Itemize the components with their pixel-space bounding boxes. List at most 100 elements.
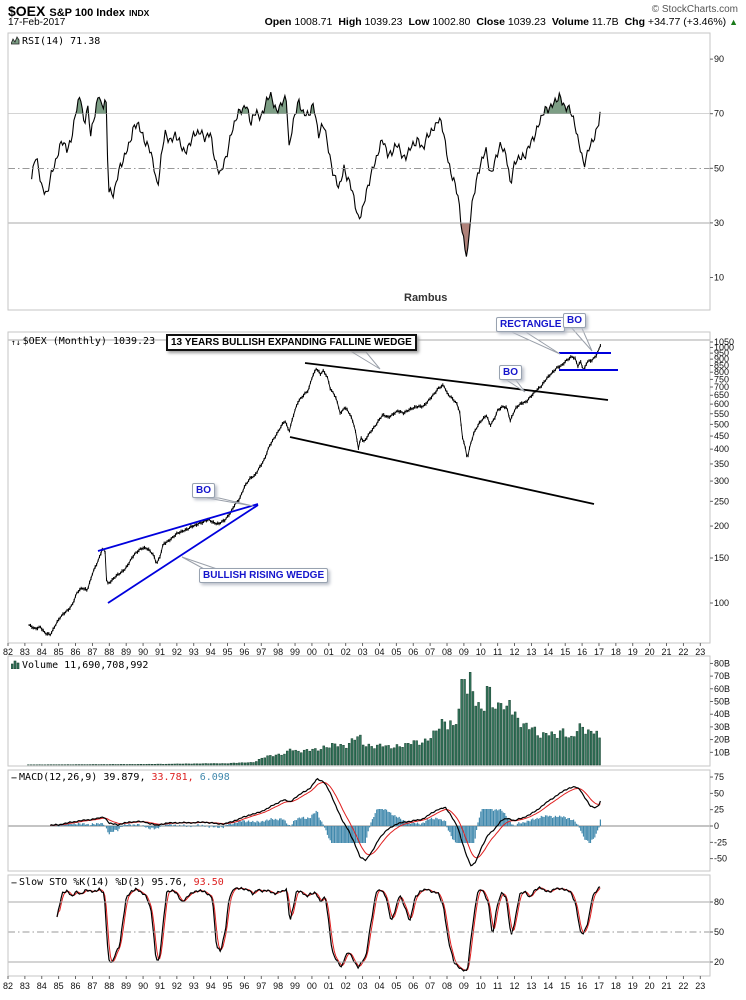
copyright: © StockCharts.com xyxy=(651,4,738,15)
rsi-overbought-fill xyxy=(75,92,601,114)
svg-text:05: 05 xyxy=(391,981,401,991)
svg-text:97: 97 xyxy=(256,647,266,657)
sto-d-line xyxy=(56,887,601,972)
svg-text:88: 88 xyxy=(104,647,114,657)
svg-text:99: 99 xyxy=(290,981,300,991)
svg-text:06: 06 xyxy=(408,647,418,657)
svg-text:04: 04 xyxy=(374,647,384,657)
svg-text:85: 85 xyxy=(54,981,64,991)
symbol-ticker: $OEX xyxy=(8,3,46,19)
svg-text:23: 23 xyxy=(695,647,705,657)
x-axis-bottom: 82 83 84 85 86 87 88 89 90 91 92 93 94 95 96 97 98 99 00 01… xyxy=(3,976,705,991)
svg-text:05: 05 xyxy=(391,647,401,657)
symbol-header: $OEX S&P 100 Index INDX xyxy=(8,3,149,21)
svg-text:90: 90 xyxy=(138,981,148,991)
svg-text:80: 80 xyxy=(714,897,724,907)
svg-text:88: 88 xyxy=(104,981,114,991)
svg-text:150: 150 xyxy=(714,553,729,563)
svg-text:22: 22 xyxy=(678,647,688,657)
svg-text:18: 18 xyxy=(611,647,621,657)
svg-text:86: 86 xyxy=(71,647,81,657)
svg-text:10: 10 xyxy=(476,981,486,991)
svg-text:94: 94 xyxy=(206,981,216,991)
svg-text:-50: -50 xyxy=(714,854,727,864)
svg-text:21: 21 xyxy=(662,647,672,657)
svg-text:14: 14 xyxy=(543,647,553,657)
volume-panel xyxy=(27,672,601,766)
quote-values: Open 1008.71 High 1039.23 Low 1002.80 Close… xyxy=(259,16,727,28)
svg-text:96: 96 xyxy=(239,981,249,991)
svg-text:16: 16 xyxy=(577,981,587,991)
svg-text:650: 650 xyxy=(714,390,729,400)
svg-text:93: 93 xyxy=(189,981,199,991)
svg-text:90: 90 xyxy=(138,647,148,657)
svg-text:93: 93 xyxy=(189,647,199,657)
svg-text:19: 19 xyxy=(628,981,638,991)
svg-text:03: 03 xyxy=(358,981,368,991)
svg-text:400: 400 xyxy=(714,444,729,454)
svg-text:00: 00 xyxy=(307,981,317,991)
watermark: Rambus xyxy=(404,292,448,304)
svg-text:14: 14 xyxy=(543,981,553,991)
svg-text:900: 900 xyxy=(714,354,729,364)
quote-label: High xyxy=(338,16,362,28)
svg-text:750: 750 xyxy=(714,374,729,384)
svg-text:84: 84 xyxy=(37,647,47,657)
volume-bars-icon xyxy=(10,660,20,673)
quote-label: Open xyxy=(264,16,292,28)
svg-text:950: 950 xyxy=(714,348,729,358)
svg-text:02: 02 xyxy=(341,647,351,657)
svg-text:11: 11 xyxy=(493,981,502,991)
svg-text:83: 83 xyxy=(20,647,30,657)
svg-text:25: 25 xyxy=(714,805,724,815)
svg-text:91: 91 xyxy=(155,981,165,991)
svg-text:20: 20 xyxy=(645,981,655,991)
svg-text:99: 99 xyxy=(290,647,300,657)
svg-text:50: 50 xyxy=(714,927,724,937)
svg-text:17: 17 xyxy=(594,981,604,991)
quote-label: Low xyxy=(408,16,430,28)
callout-tails xyxy=(181,325,593,571)
svg-text:96: 96 xyxy=(239,647,249,657)
updown-arrows-icon: ↑↓ xyxy=(11,338,21,347)
svg-text:98: 98 xyxy=(273,981,283,991)
svg-text:91: 91 xyxy=(155,647,165,657)
svg-text:40B: 40B xyxy=(714,709,730,719)
svg-text:85: 85 xyxy=(54,647,64,657)
svg-text:84: 84 xyxy=(37,981,47,991)
svg-text:90: 90 xyxy=(714,54,724,64)
volume-legend: Volume 11,690,708,992 xyxy=(10,660,148,673)
rsi-line xyxy=(31,91,601,257)
svg-text:12: 12 xyxy=(510,647,520,657)
svg-text:15: 15 xyxy=(560,647,570,657)
up-arrow-icon: ▲ xyxy=(729,17,738,27)
svg-text:95: 95 xyxy=(222,981,232,991)
svg-text:21: 21 xyxy=(662,981,672,991)
svg-text:95: 95 xyxy=(222,647,232,657)
svg-text:12: 12 xyxy=(510,981,520,991)
macd-legend: − MACD(12,26,9) 39.879, 33.781, 6.098 xyxy=(11,772,230,784)
svg-text:20B: 20B xyxy=(714,735,730,745)
macd-line xyxy=(49,777,601,867)
svg-text:80B: 80B xyxy=(714,658,730,668)
svg-text:92: 92 xyxy=(172,647,182,657)
sto-legend: − Slow STO %K(14) %D(3) 95.76, 93.50 xyxy=(11,877,224,889)
svg-text:350: 350 xyxy=(714,459,729,469)
svg-text:600: 600 xyxy=(714,399,729,409)
svg-text:-25: -25 xyxy=(714,837,727,847)
svg-text:30B: 30B xyxy=(714,722,730,732)
sto-panel xyxy=(56,886,601,972)
quote-value: 1008.71 xyxy=(291,16,333,28)
breakout-callout-top: BO xyxy=(563,313,586,328)
quote-line: Open 1008.71 High 1039.23 Low 1002.80 Close… xyxy=(259,16,738,28)
svg-text:75: 75 xyxy=(714,772,724,782)
svg-text:60B: 60B xyxy=(714,684,730,694)
quote-label: Close xyxy=(476,16,505,28)
svg-text:50: 50 xyxy=(714,163,724,173)
svg-text:83: 83 xyxy=(20,981,30,991)
svg-text:1000: 1000 xyxy=(714,342,734,352)
breakout-callout-low: BO xyxy=(192,483,215,498)
svg-text:300: 300 xyxy=(714,476,729,486)
